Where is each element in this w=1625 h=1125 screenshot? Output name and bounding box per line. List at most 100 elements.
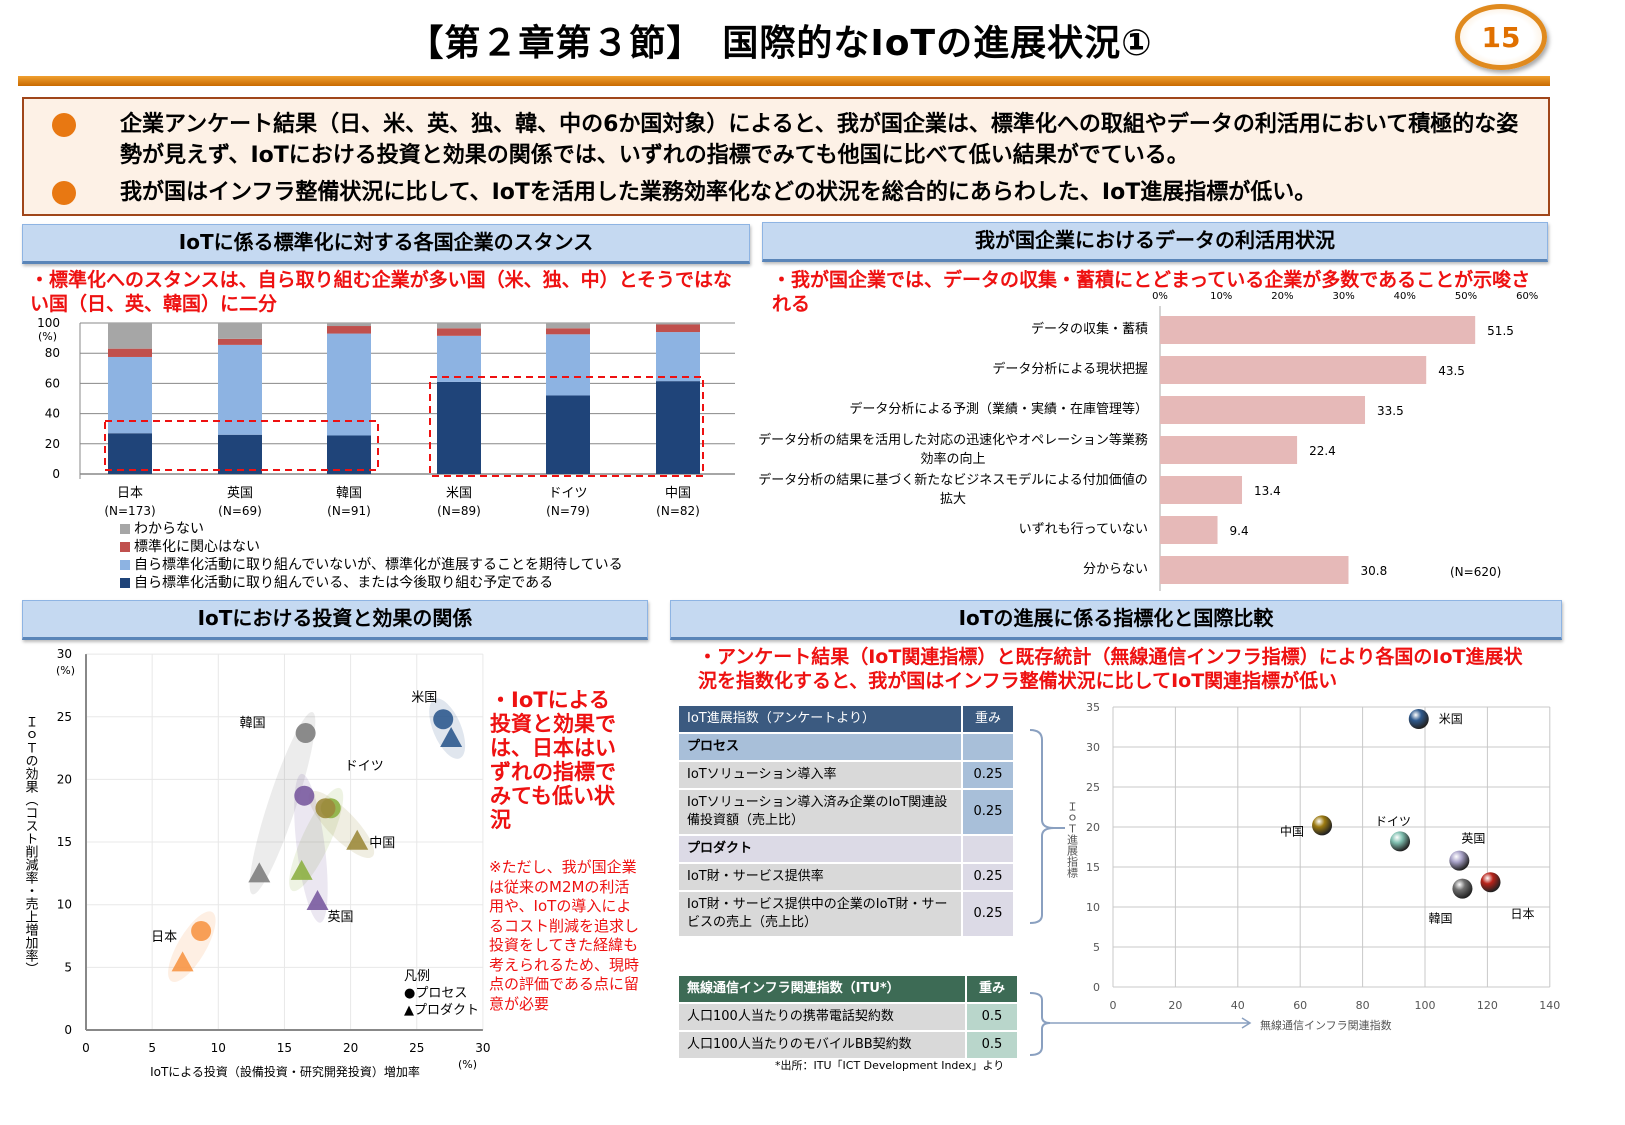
y-tick-label: 15 bbox=[57, 835, 72, 849]
legend-swatch bbox=[120, 560, 130, 570]
y-tick-label: 0 bbox=[64, 1023, 72, 1037]
bracket-connectors bbox=[1029, 729, 1252, 1056]
x-axis-label: IoTによる投資（設備投資・研究開発投資）増加率 bbox=[150, 1064, 420, 1079]
legend-item: 標準化に関心はない bbox=[120, 538, 623, 556]
legend-label: 標準化に関心はない bbox=[134, 539, 260, 555]
bar-segment bbox=[437, 381, 481, 474]
data-label: 33.5 bbox=[1377, 404, 1404, 418]
bar-segment bbox=[437, 323, 481, 329]
country-label: 中国 bbox=[369, 836, 395, 851]
category-n-label: (N=91) bbox=[327, 504, 371, 518]
bullet-icon bbox=[52, 113, 76, 137]
bar-segment bbox=[218, 344, 262, 435]
category-label: データ分析の結果を活用した対応の迅速化やオペレーション等業務効率の向上 bbox=[758, 433, 1148, 467]
category-label: 韓国 bbox=[336, 486, 362, 501]
process-point bbox=[315, 798, 336, 819]
data-label: 30.8 bbox=[1360, 564, 1387, 578]
country-label: ドイツ bbox=[1375, 814, 1411, 828]
y-tick-label: 20 bbox=[45, 437, 60, 451]
y-tick-label: 10 bbox=[57, 898, 72, 912]
label-cell: IoTソリューション導入率 bbox=[679, 762, 961, 788]
y-tick-label: 25 bbox=[57, 710, 72, 724]
data-point bbox=[1452, 878, 1473, 899]
data-use-horizontal-bar-chart: 0% 10% 20% 30% 40% 50% 60% 51.5 43.5 33.5 22.4 13.4… bbox=[1152, 291, 1538, 591]
pair-ellipse bbox=[168, 911, 216, 983]
label-cell: IoT財・サービス提供中の企業のIoT財・サービスの売上（売上比） bbox=[679, 892, 961, 936]
iot-index-scatter: 0 20 40 60 80 100 120 140 0 5 10 15 20 25 30 35 無線通信インフラ… bbox=[1066, 701, 1561, 1032]
legend-product: ▲プロダクト bbox=[404, 1003, 479, 1018]
weight-cell: 0.25 bbox=[963, 864, 1013, 890]
sample-size-label: (N=620) bbox=[1450, 565, 1501, 579]
y-axis-label: ＩｏＴ進展指標 bbox=[1066, 801, 1079, 879]
product-point bbox=[346, 829, 369, 850]
x-tick-label: 5 bbox=[148, 1041, 156, 1055]
category-label: 分からない bbox=[1082, 562, 1148, 577]
y-tick-label: 100 bbox=[37, 316, 60, 330]
bar bbox=[1160, 316, 1476, 344]
bar bbox=[1160, 516, 1218, 544]
index-header: IoTの進展に係る指標化と国際比較 bbox=[670, 600, 1562, 640]
label-cell: 人口100人当たりの携帯電話契約数 bbox=[679, 1004, 965, 1030]
bar-segment bbox=[327, 435, 371, 474]
page-number-badge: 15 bbox=[1455, 4, 1547, 70]
y-tick-label: 30 bbox=[1086, 741, 1100, 754]
country-label: 米国 bbox=[1439, 712, 1463, 726]
bar-segment bbox=[218, 338, 262, 345]
weight-cell: 重み bbox=[963, 706, 1013, 732]
country-label: 韓国 bbox=[1428, 912, 1452, 926]
x-tick-label: 60% bbox=[1516, 291, 1538, 302]
data-label: 22.4 bbox=[1309, 444, 1336, 458]
x-tick-label: 80 bbox=[1356, 999, 1370, 1012]
country-label: 英国 bbox=[328, 910, 354, 925]
category-n-label: (N=82) bbox=[656, 504, 700, 518]
y-tick-label: 5 bbox=[1093, 941, 1100, 954]
legend-swatch bbox=[120, 578, 130, 588]
product-point bbox=[248, 862, 271, 883]
legend-process: ●プロセス bbox=[404, 986, 467, 1001]
bar-segment bbox=[546, 323, 590, 329]
label-cell: プロセス bbox=[679, 734, 961, 760]
bar-segment bbox=[437, 335, 481, 382]
legend-label: 自ら標準化活動に取り組んでいないが、標準化が進展することを期待している bbox=[134, 557, 623, 573]
table-row: プロダクト bbox=[679, 836, 1013, 862]
product-point bbox=[290, 859, 313, 880]
data-point bbox=[1449, 850, 1470, 871]
category-label: 英国 bbox=[227, 486, 253, 501]
summary-box: 企業アンケート結果（日、米、英、独、韓、中の6か国対象）によると、我が国企業は、… bbox=[22, 97, 1550, 216]
y-tick-label: 80 bbox=[45, 346, 60, 360]
country-label: ドイツ bbox=[345, 759, 384, 774]
index-note: ・アンケート結果（IoT関連指標）と既存統計（無線通信インフラ指標）により各国の… bbox=[698, 646, 1523, 692]
data-point bbox=[1390, 831, 1411, 852]
process-point bbox=[191, 921, 212, 942]
process-point bbox=[294, 785, 315, 806]
legend-swatch bbox=[120, 542, 130, 552]
bar-segment bbox=[218, 323, 262, 339]
data-point bbox=[1408, 709, 1429, 729]
x-tick-label: 15 bbox=[277, 1041, 292, 1055]
legend-label: 自ら標準化活動に取り組んでいる、または今後取り組む予定である bbox=[134, 575, 554, 591]
iot-index-table-grid: IoT進展指数（アンケートより） 重み プロセス IoTソリューション導入率 0.25 I… bbox=[677, 704, 1015, 938]
table-row: プロセス bbox=[679, 734, 1013, 760]
pair-ellipse bbox=[249, 712, 316, 895]
x-tick-label: 10% bbox=[1210, 291, 1232, 302]
iot-index-table: IoT進展指数（アンケートより） 重み プロセス IoTソリューション導入率 0.25 I… bbox=[677, 704, 1015, 938]
y-tick-label: 20 bbox=[1086, 821, 1100, 834]
bar-segment bbox=[327, 333, 371, 436]
bar-segment bbox=[546, 395, 590, 474]
table-row: IoT財・サービス提供中の企業のIoT財・サービスの売上（売上比） 0.25 bbox=[679, 892, 1013, 936]
weight-cell: 0.25 bbox=[963, 892, 1013, 936]
country-label: 英国 bbox=[1461, 832, 1485, 846]
weight-cell: 0.25 bbox=[963, 762, 1013, 788]
x-tick-label: 20 bbox=[343, 1041, 358, 1055]
x-tick-label: 25 bbox=[409, 1041, 424, 1055]
label-cell: プロダクト bbox=[679, 836, 961, 862]
category-n-label: (N=69) bbox=[218, 504, 262, 518]
y-tick-label: 60 bbox=[45, 376, 60, 390]
y-tick-label: 0 bbox=[1093, 981, 1100, 994]
x-tick-label: 0% bbox=[1152, 291, 1168, 302]
country-label: 韓国 bbox=[240, 716, 266, 731]
product-point bbox=[440, 727, 463, 748]
country-label: 中国 bbox=[1280, 823, 1304, 838]
x-tick-label: 140 bbox=[1539, 999, 1560, 1012]
y-tick-label: 20 bbox=[57, 772, 72, 786]
